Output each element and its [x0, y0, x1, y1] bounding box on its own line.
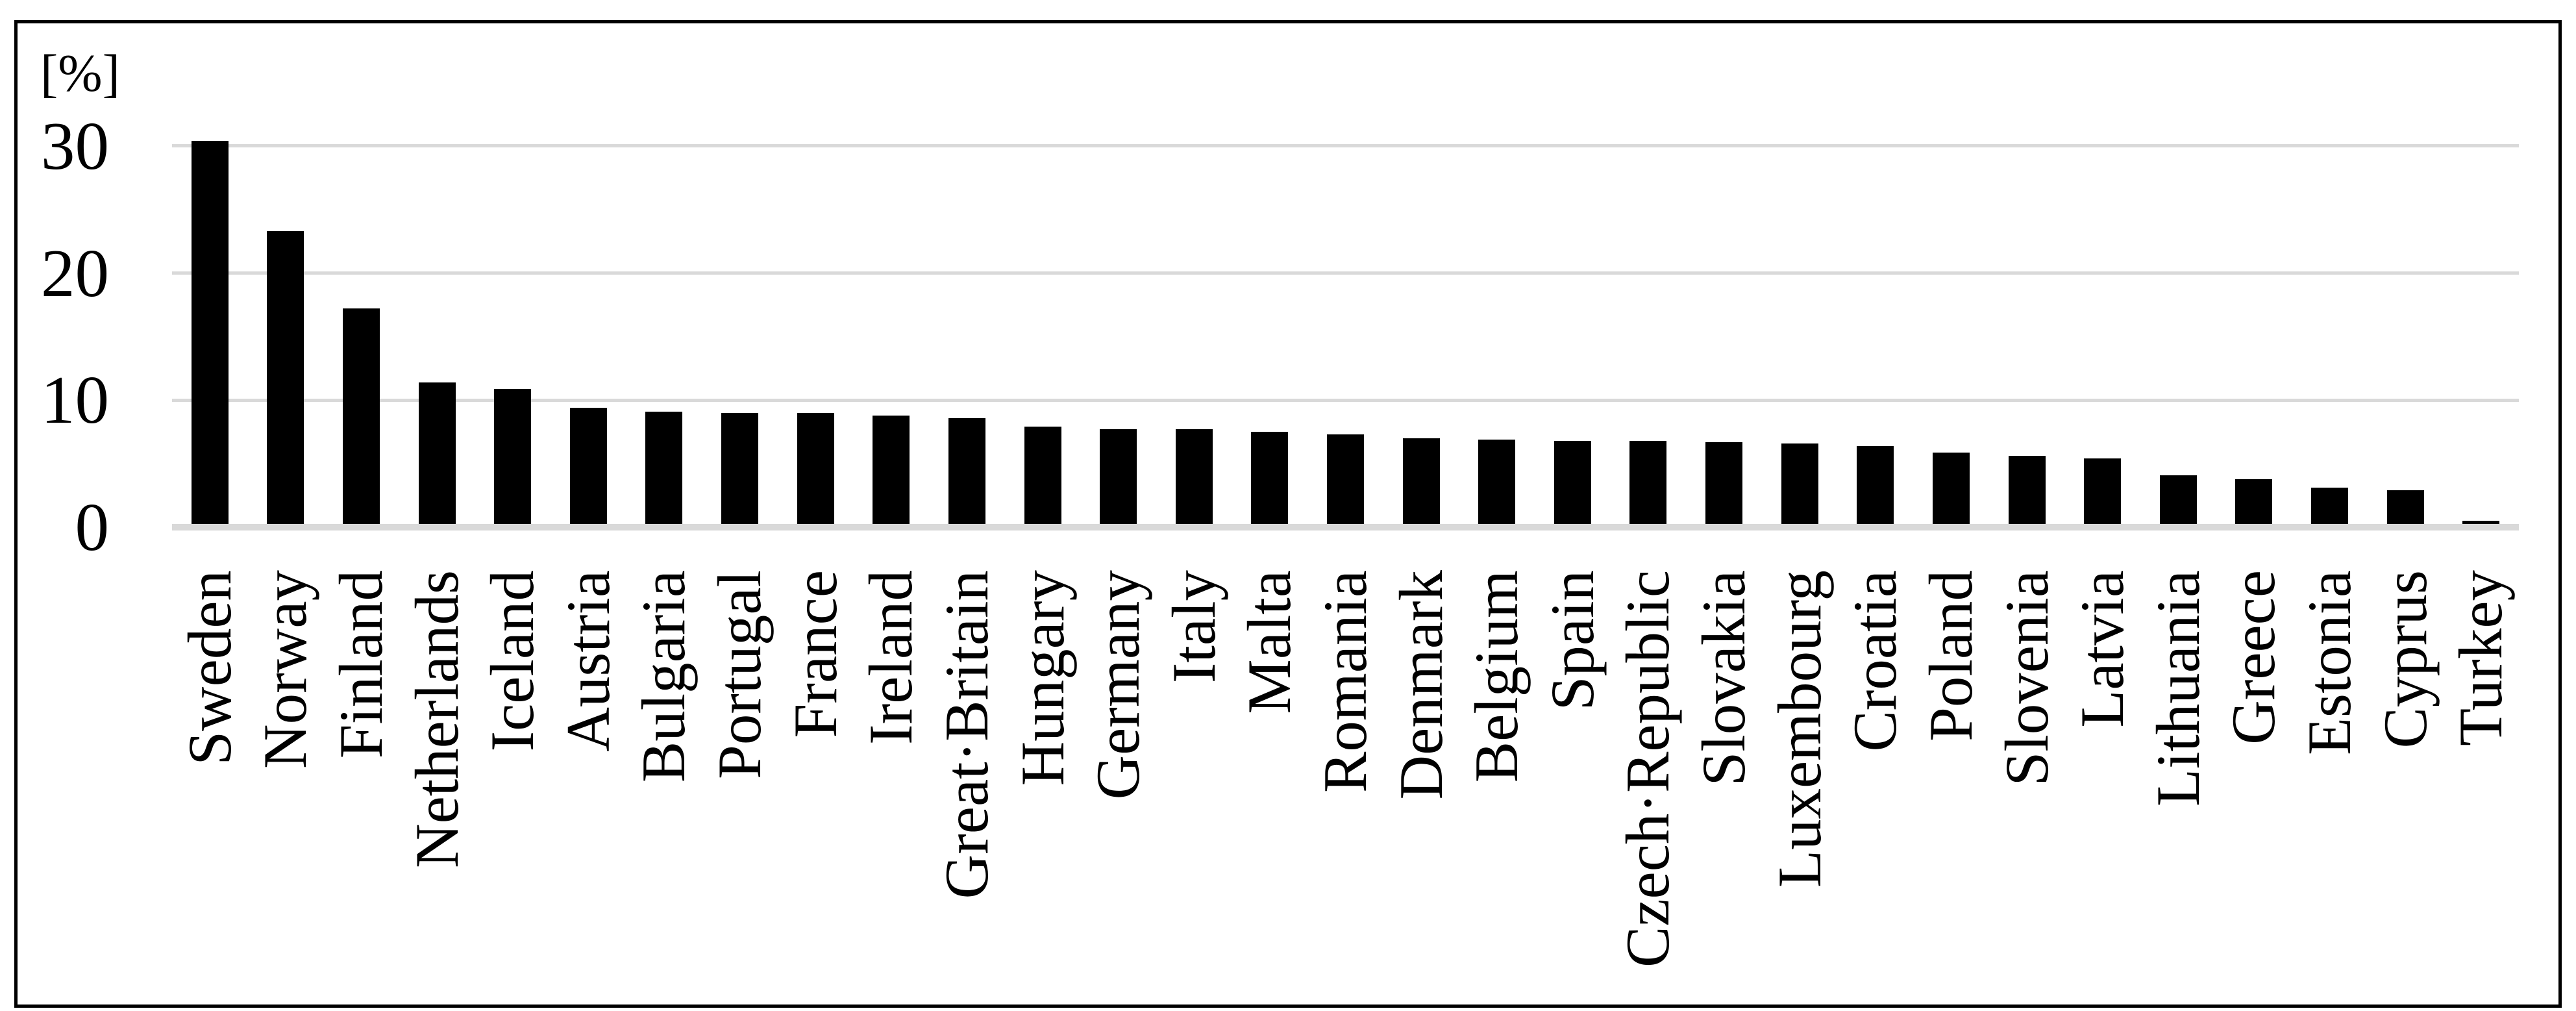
y-tick-label: 30 — [41, 107, 109, 184]
bar — [1554, 441, 1591, 524]
bar — [2084, 458, 2121, 524]
bar — [494, 389, 531, 524]
category-label-text: Croatia — [1840, 570, 1909, 752]
y-tick-label: 0 — [75, 489, 110, 565]
category-label-text: Hungary — [1008, 570, 1077, 786]
bar — [1933, 453, 1970, 524]
gridline — [172, 144, 2519, 148]
category-label-text: Slovakia — [1689, 570, 1758, 786]
bar — [797, 413, 834, 524]
bar — [721, 413, 758, 524]
gridline — [172, 271, 2519, 275]
category-label-text: Ireland — [856, 570, 925, 745]
category-label-text: Lithuania — [2144, 570, 2212, 807]
bar — [2462, 521, 2499, 524]
category-label-text: Malta — [1235, 570, 1304, 714]
bar — [2311, 488, 2348, 524]
category-label-text: Poland — [1916, 570, 1985, 742]
y-axis-unit-label: [%] — [40, 44, 120, 103]
gridline — [172, 398, 2519, 402]
category-label-text: Latvia — [2068, 570, 2136, 728]
category-label-text: Portugal — [705, 570, 774, 779]
category-label-text: Slovenia — [1992, 570, 2061, 786]
bar — [2009, 456, 2046, 524]
category-label-text: Germany — [1084, 570, 1152, 800]
category-label-text: Great·Britain — [932, 570, 1001, 899]
y-tick-label: 20 — [41, 234, 109, 311]
category-label-text: Czech·Republic — [1613, 570, 1682, 967]
bar — [948, 418, 985, 524]
x-axis-line — [172, 524, 2519, 530]
bar — [1781, 443, 1818, 524]
category-label-text: Norway — [251, 570, 319, 769]
bar — [645, 412, 682, 524]
category-label-text: Iceland — [478, 570, 547, 752]
category-label-text: Romania — [1311, 570, 1380, 793]
bar — [1100, 429, 1137, 524]
bar — [2160, 475, 2197, 524]
bar — [192, 141, 229, 524]
category-label-text: Italy — [1159, 570, 1228, 684]
category-label-text: Belgium — [1462, 570, 1531, 783]
category-label-text: France — [781, 570, 850, 738]
bar — [2235, 479, 2272, 524]
bar — [1857, 446, 1894, 524]
category-label-text: Greece — [2219, 570, 2288, 745]
category-label-text: Cyprus — [2371, 570, 2440, 749]
bar — [1327, 434, 1364, 524]
bar — [1176, 429, 1213, 524]
bar — [1478, 440, 1515, 524]
category-label-text: Austria — [554, 570, 623, 752]
bar — [267, 231, 304, 524]
category-label-text: Denmark — [1387, 570, 1455, 800]
category-label-text: Turkey — [2446, 570, 2515, 746]
bar — [419, 382, 456, 524]
bar — [570, 408, 607, 524]
bar — [1705, 442, 1742, 524]
category-label-text: Luxembourg — [1765, 570, 1834, 888]
category-label-text: Spain — [1538, 570, 1607, 711]
bar — [1629, 441, 1666, 524]
bar — [1403, 438, 1440, 524]
category-label-text: Bulgaria — [629, 570, 698, 783]
category-label-text: Netherlands — [402, 570, 471, 868]
bar — [873, 416, 910, 524]
category-label-text: Sweden — [175, 570, 244, 766]
bar — [343, 308, 380, 524]
category-label-text: Estonia — [2295, 570, 2364, 755]
y-tick-label: 10 — [41, 362, 109, 438]
bar — [2387, 490, 2424, 524]
bar — [1024, 427, 1061, 524]
category-label-text: Finland — [327, 570, 395, 759]
bar — [1251, 432, 1288, 524]
